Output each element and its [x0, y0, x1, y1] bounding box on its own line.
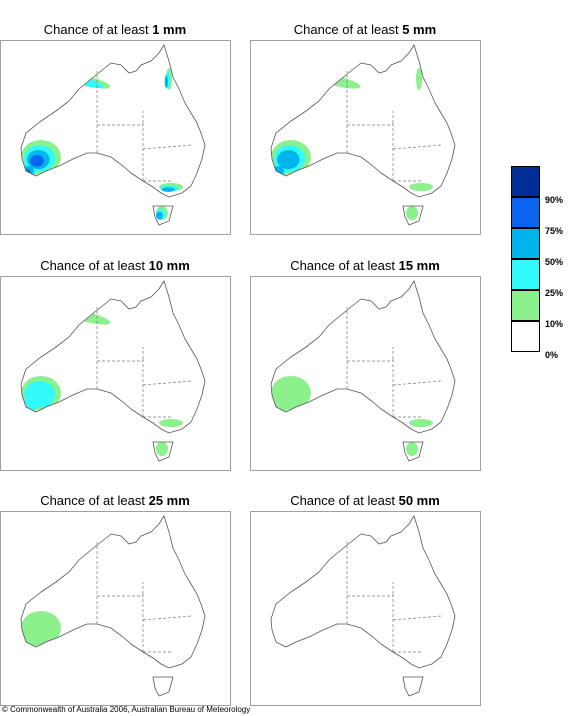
australia-map — [0, 511, 231, 706]
state-border — [392, 380, 442, 386]
australia-map — [0, 40, 231, 235]
rain-zone-north-kimberley — [61, 70, 77, 80]
coastline — [270, 515, 456, 669]
panel-title: Chance of at least 25 mm — [0, 491, 230, 511]
panel-title: Chance of at least 15 mm — [250, 256, 480, 276]
state-border — [392, 144, 442, 150]
panel-title-prefix: Chance of at least — [40, 258, 145, 273]
rain-zone-east-coast-qld — [164, 75, 169, 88]
legend-swatch — [511, 259, 540, 290]
coastline — [20, 44, 206, 198]
coastline — [20, 280, 206, 434]
rain-zone-north-kimberley — [61, 306, 77, 316]
rain-zone-victoria — [409, 419, 433, 427]
australia-map — [250, 276, 481, 471]
rain-zone-tasmania — [156, 442, 168, 456]
mainland — [271, 45, 455, 197]
mainland — [21, 516, 205, 668]
rain-zone-tasmania — [406, 206, 418, 220]
legend-swatch — [511, 166, 540, 197]
tasmania-coastline — [402, 205, 424, 226]
rain-zone-tasmania — [406, 442, 418, 456]
legend-label: 0% — [545, 350, 559, 360]
tasmania — [153, 677, 173, 696]
probability-legend: 90% 75% 50% 25% 10% 0% — [511, 166, 567, 361]
panel-title: Chance of at least 50 mm — [250, 491, 480, 511]
panel-title-prefix: Chance of at least — [290, 493, 395, 508]
panel-title-amount: 1 mm — [152, 22, 187, 37]
rain-zone-east-coast-qld — [416, 68, 422, 90]
tasmania-coastline — [402, 676, 424, 697]
legend-label: 50% — [545, 257, 564, 267]
panel-title-amount: 10 mm — [148, 258, 190, 273]
panel-title: Chance of at least 1 mm — [0, 20, 230, 40]
panel-title-prefix: Chance of at least — [40, 493, 145, 508]
rain-zone-victoria — [161, 187, 176, 192]
australia-map — [250, 511, 481, 706]
panel-title-prefix: Chance of at least — [290, 258, 395, 273]
copyright-notice: © Commonwealth of Australia 2006, Austra… — [2, 705, 251, 714]
rain-zone-north-kimberley — [61, 72, 74, 81]
panel-title: Chance of at least 5 mm — [250, 20, 480, 40]
panel-title-amount: 50 mm — [398, 493, 440, 508]
state-border — [142, 144, 192, 150]
rain-zone-southwest — [30, 155, 44, 167]
panel-title-amount: 15 mm — [398, 258, 440, 273]
tasmania-coastline — [152, 441, 174, 462]
legend-label: 75% — [545, 226, 564, 236]
rain-zone-southwest — [277, 150, 300, 170]
rain-zone-tasmania — [156, 211, 163, 220]
legend-swatch — [511, 228, 540, 259]
australia-map — [0, 276, 231, 471]
mainland — [21, 45, 205, 197]
legend-swatch — [511, 197, 540, 228]
tasmania-coastline — [402, 441, 424, 462]
panel-title-prefix: Chance of at least — [293, 22, 399, 37]
rain-zone-victoria — [409, 183, 433, 191]
tasmania-coastline — [152, 676, 174, 697]
rain-zone-victoria — [159, 419, 183, 427]
mainland — [271, 516, 455, 668]
tasmania — [403, 677, 423, 696]
state-border — [142, 380, 192, 386]
legend-label: 90% — [545, 195, 564, 205]
australia-map — [250, 40, 481, 235]
panel-title-prefix: Chance of at least — [43, 22, 149, 37]
legend-swatch — [511, 321, 540, 352]
coastline — [20, 515, 206, 669]
panel-title-amount: 5 mm — [402, 22, 437, 37]
rain-zone-north-kimberley — [311, 70, 327, 80]
coastline — [270, 280, 456, 434]
tasmania-coastline — [152, 205, 174, 226]
coastline — [270, 44, 456, 198]
legend-label: 10% — [545, 319, 564, 329]
mainland — [21, 281, 205, 433]
legend-label: 25% — [545, 288, 564, 298]
state-border — [142, 615, 192, 621]
mainland — [271, 281, 455, 433]
legend-swatch — [511, 290, 540, 321]
panel-title-amount: 25 mm — [148, 493, 190, 508]
panel-title: Chance of at least 10 mm — [0, 256, 230, 276]
state-border — [392, 615, 442, 621]
